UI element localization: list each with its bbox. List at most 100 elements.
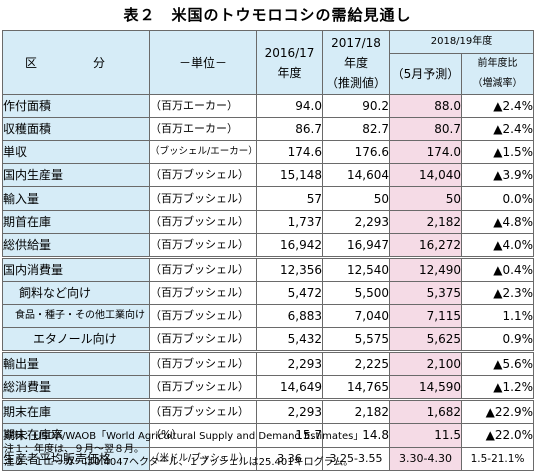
value-change-rate: ▲2.4%: [460, 117, 535, 142]
value-2018-forecast: 88.0: [389, 94, 462, 119]
value-2016: 15,148: [256, 163, 323, 188]
row-item-label: 作付面積: [2, 94, 150, 119]
table-row: 期末在庫率 （%） 15.7 14.8 11.5 ▲22.0%: [2, 423, 535, 448]
header-change: 前年度比 （増減率）: [460, 53, 535, 96]
table-row: 総供給量 （百万ブッシェル） 16,942 16,947 16,272 ▲4.0%: [2, 232, 535, 258]
value-change-rate: ▲1.5%: [460, 140, 535, 165]
table-row: エタノール向け （百万ブッシェル） 5,432 5,575 5,625 0.9%: [2, 327, 535, 353]
table-row: 期末在庫 （百万ブッシェル） 2,293 2,182 1,682 ▲22.9%: [2, 398, 535, 425]
table-title: 表２ 米国のトウモロコシの需給見通し: [123, 6, 412, 24]
note-1: 注１：年度は、９月～翌８月。: [4, 444, 144, 455]
table-row: 国内生産量 （百万ブッシェル） 15,148 14,604 14,040 ▲3.9%: [2, 163, 535, 188]
value-2017: 2,182: [322, 398, 390, 425]
value-2017: 3.25-3.55: [322, 446, 390, 471]
table-row: 収穫面積 （百万エーカー） 86.7 82.7 80.7 ▲2.4%: [2, 117, 535, 142]
row-item-label: 単収: [2, 140, 150, 165]
value-2017: 90.2: [322, 94, 390, 119]
value-2016: 15.7: [256, 423, 323, 448]
value-change-rate: ▲3.9%: [460, 163, 535, 188]
value-2016: 57: [256, 186, 323, 211]
value-2017: 14,765: [322, 375, 390, 401]
row-item-label: 期首在庫: [2, 209, 150, 234]
header-2017-line3: （推測値）: [325, 75, 386, 90]
table-row: 作付面積 （百万エーカー） 94.0 90.2 88.0 ▲2.4%: [2, 94, 535, 119]
table-row: 輸入量 （百万ブッシェル） 57 50 50 0.0%: [2, 186, 535, 211]
row-unit: （ブッシェル/エーカー）: [149, 140, 257, 165]
value-2016: 12,356: [256, 255, 323, 282]
note-source: 資料：USDA/WAOB「World Agricultural Supply a…: [4, 431, 364, 442]
note-2: 注２：１エーカーは0.4047ヘクタール、１ブッシェルは25.401キログラム。: [4, 457, 354, 468]
row-item-label: 輸出量: [2, 350, 150, 377]
value-2016: 5,472: [256, 280, 323, 305]
row-item-label: 総消費量: [2, 375, 150, 401]
value-2018-forecast: 1,682: [389, 398, 462, 425]
row-item-label: エタノール向け: [2, 327, 150, 353]
value-2018-forecast: 5,375: [389, 280, 462, 305]
table-row: 食品・種子・その他工業向け （百万ブッシェル） 6,883 7,040 7,115 1.1…: [2, 303, 535, 329]
header-unit: －単位－: [149, 29, 257, 96]
row-item-label: 国内消費量: [2, 255, 150, 282]
row-item-label: 生産者平均販売価格: [2, 446, 150, 471]
value-change-rate: ▲4.0%: [460, 232, 535, 258]
row-unit: （百万ブッシェル）: [149, 186, 257, 211]
table-row: 輸出量 （百万ブッシェル） 2,293 2,225 2,100 ▲5.6%: [2, 350, 535, 377]
value-change-rate: ▲22.0%: [460, 423, 535, 448]
row-item-label: 期末在庫: [2, 398, 150, 425]
notes: 資料：USDA/WAOB「World Agricultural Supply a…: [4, 430, 534, 469]
row-unit: （百万ブッシェル）: [149, 350, 257, 377]
value-2017: 5,500: [322, 280, 390, 305]
value-2016: 6,883: [256, 303, 323, 329]
value-2017: 14,604: [322, 163, 390, 188]
header-change-line1: 前年度比: [477, 58, 518, 70]
value-2018-forecast: 2,182: [389, 209, 462, 234]
value-change-rate: ▲2.3%: [460, 280, 535, 305]
value-2017: 50: [322, 186, 390, 211]
row-item-label: 期末在庫率: [2, 423, 150, 448]
value-2018-forecast: 11.5: [389, 423, 462, 448]
header-2017-line2: 年度: [343, 55, 368, 70]
value-2018-forecast: 50: [389, 186, 462, 211]
row-unit: （百万ブッシェル）: [149, 232, 257, 258]
row-item-label: 収穫面積: [2, 117, 150, 142]
value-2018-forecast: 14,040: [389, 163, 462, 188]
value-2016: 2,293: [256, 350, 323, 377]
table-row: 飼料など向け （百万ブッシェル） 5,472 5,500 5,375 ▲2.3%: [2, 280, 535, 305]
header-category: 区 分: [2, 29, 150, 96]
value-change-rate: 0.0%: [460, 186, 535, 211]
value-2017: 2,225: [322, 350, 390, 377]
row-unit: （百万ブッシェル）: [149, 327, 257, 353]
value-2018-forecast: 5,625: [389, 327, 462, 353]
value-2018-forecast: 16,272: [389, 232, 462, 258]
row-item-label: 輸入量: [2, 186, 150, 211]
value-2016: 16,942: [256, 232, 323, 258]
table-row: 期首在庫 （百万ブッシェル） 1,737 2,293 2,182 ▲4.8%: [2, 209, 535, 234]
table-row: 国内消費量 （百万ブッシェル） 12,356 12,540 12,490 ▲0.4%: [2, 255, 535, 282]
row-unit: （百万ブッシェル）: [149, 280, 257, 305]
header-2018: 2018/19年度: [388, 29, 535, 55]
header-2017: 2017/18 年度 （推測値）: [322, 29, 390, 96]
value-2016: 174.6: [256, 140, 323, 165]
table-row: 単収 （ブッシェル/エーカー） 174.6 176.6 174.0 ▲1.5%: [2, 140, 535, 165]
row-unit: （百万ブッシェル）: [149, 163, 257, 188]
row-item-label: 飼料など向け: [2, 280, 150, 305]
row-unit: （百万エーカー）: [149, 94, 257, 119]
value-2018-forecast: 80.7: [389, 117, 462, 142]
row-unit: （百万ブッシェル）: [149, 255, 257, 282]
value-2017: 12,540: [322, 255, 390, 282]
row-unit: （百万ブッシェル）: [149, 303, 257, 329]
value-2017: 5,575: [322, 327, 390, 353]
row-item-label: 総供給量: [2, 232, 150, 258]
value-change-rate: 1.1%: [460, 303, 535, 329]
row-item-label: 国内生産量: [2, 163, 150, 188]
value-2017: 7,040: [322, 303, 390, 329]
row-unit: （百万ブッシェル）: [149, 209, 257, 234]
supply-demand-table: 区 分 －単位－ 2016/17 年度 2017/18 年度 （推測値） 201…: [2, 29, 535, 471]
value-2016: 14,649: [256, 375, 323, 401]
value-2016: 94.0: [256, 94, 323, 119]
value-2016: 86.7: [256, 117, 323, 142]
value-2017: 14.8: [322, 423, 390, 448]
header-may-forecast: （5月予測）: [389, 53, 462, 96]
row-item-label: 食品・種子・その他工業向け: [2, 303, 150, 329]
value-2016: 1,737: [256, 209, 323, 234]
value-2017: 82.7: [322, 117, 390, 142]
